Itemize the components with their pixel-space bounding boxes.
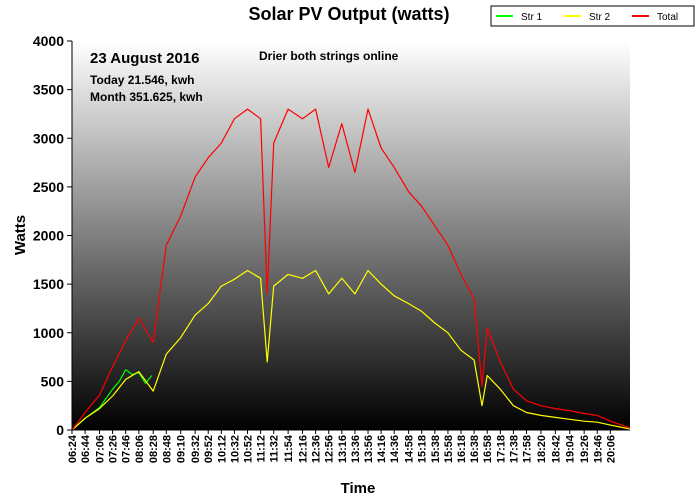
x-tick-label: 07:06	[95, 435, 107, 463]
x-tick-label: 13:36	[350, 435, 362, 463]
y-tick-label: 3000	[33, 130, 64, 146]
y-tick-label: 1500	[33, 276, 64, 292]
today-energy-label: Today 21.546, kwh	[90, 73, 195, 87]
series-line-total	[71, 108, 631, 431]
x-tick-label: 13:16	[337, 435, 349, 463]
x-tick-label: 08:28	[148, 435, 160, 463]
x-tick-label: 09:52	[203, 435, 215, 463]
y-tick-label: 4000	[33, 33, 64, 49]
y-tick-label: 500	[41, 373, 65, 389]
x-tick-label: 19:04	[565, 434, 577, 463]
x-tick-label: 20:06	[605, 435, 617, 463]
x-tick-label: 08:06	[134, 435, 146, 463]
x-tick-label: 11:32	[269, 435, 281, 463]
plot-area	[72, 41, 630, 430]
x-tick-label: 16:38	[469, 435, 481, 463]
x-tick-label: 09:10	[176, 435, 188, 463]
x-tick-label: 15:18	[417, 435, 429, 463]
y-tick-label: 0	[56, 422, 64, 438]
x-tick-label: 16:18	[456, 435, 468, 463]
annotation-label: Drier both strings online	[259, 49, 399, 63]
x-tick-label: 19:26	[579, 435, 591, 463]
x-tick-label: 17:38	[508, 435, 520, 463]
series-line-str-2	[71, 269, 631, 431]
x-tick-label: 14:16	[376, 435, 388, 463]
x-tick-label: 06:24	[67, 434, 79, 463]
x-tick-label: 14:36	[389, 435, 401, 463]
x-tick-label: 12:56	[324, 435, 336, 463]
x-tick-label: 07:46	[121, 435, 133, 463]
x-tick-label: 15:38	[430, 435, 442, 463]
x-tick-label: 11:54	[283, 434, 295, 462]
x-tick-label: 06:44	[80, 434, 92, 463]
y-tick-label: 1000	[33, 325, 64, 341]
x-tick-label: 15:58	[443, 435, 455, 463]
x-ticks: 06:24 06:44 07:06 07:26 07:46 08:06 08:28 08:48…	[67, 430, 617, 463]
y-tick-label: 2500	[33, 179, 64, 195]
chart-title: Solar PV Output (watts)	[248, 4, 449, 24]
y-tick-label: 3500	[33, 82, 64, 98]
legend-label-total: Total	[657, 12, 678, 23]
legend: Str 1 Str 2 Total	[490, 5, 695, 27]
date-label: 23 August 2016	[90, 50, 200, 67]
y-ticks: 0 500 1000 1500 2000 2500 3000 3500 4000	[33, 33, 72, 438]
x-tick-label: 16:58	[482, 435, 494, 463]
x-axis-label: Time	[341, 480, 376, 497]
legend-label-str1: Str 1	[521, 12, 543, 23]
legend-label-str2: Str 2	[589, 12, 611, 23]
x-tick-label: 08:48	[161, 435, 173, 463]
x-tick-label: 09:32	[190, 435, 202, 463]
x-tick-label: 11:12	[256, 435, 268, 463]
x-tick-label: 10:12	[216, 435, 228, 463]
x-tick-label: 19:46	[592, 435, 604, 463]
y-axis-label: Watts	[12, 215, 29, 255]
x-tick-label: 12:36	[311, 435, 323, 463]
x-tick-label: 13:56	[363, 435, 375, 463]
legend-box	[490, 5, 695, 27]
x-tick-label: 17:58	[522, 435, 534, 463]
x-tick-label: 18:42	[550, 435, 562, 463]
month-energy-label: Month 351.625, kwh	[90, 90, 203, 104]
x-tick-label: 12:16	[298, 435, 310, 463]
series-layer	[71, 108, 631, 431]
x-tick-label: 17:18	[495, 435, 507, 463]
y-tick-label: 2000	[33, 228, 64, 244]
x-tick-label: 07:26	[108, 435, 120, 463]
x-tick-label: 10:52	[243, 435, 255, 463]
x-tick-label: 10:32	[229, 435, 241, 463]
x-tick-label: 14:58	[404, 435, 416, 463]
x-tick-label: 18:20	[536, 435, 548, 463]
